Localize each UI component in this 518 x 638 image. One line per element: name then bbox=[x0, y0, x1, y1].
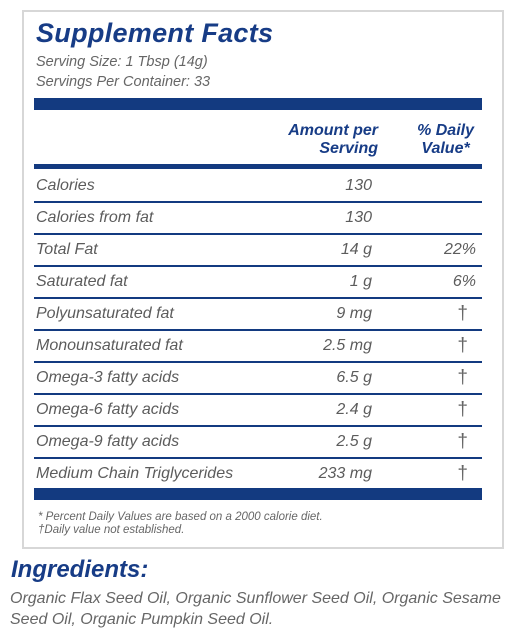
nutrient-amount: 130 bbox=[345, 177, 372, 194]
column-header-amount: Amount per Serving bbox=[288, 122, 378, 158]
row-divider bbox=[34, 201, 482, 203]
nutrient-daily-value: † bbox=[457, 399, 468, 420]
footnote-dagger: †Daily value not established. bbox=[38, 524, 185, 536]
nutrient-daily-value: † bbox=[457, 367, 468, 388]
nutrient-amount: 2.4 g bbox=[336, 401, 372, 418]
row-divider bbox=[34, 361, 482, 363]
ingredients-title: Ingredients: bbox=[11, 556, 149, 583]
nutrient-name: Calories bbox=[36, 177, 95, 194]
nutrient-amount: 2.5 g bbox=[336, 433, 372, 450]
nutrient-name: Omega-9 fatty acids bbox=[36, 433, 180, 450]
nutrient-amount: 1 g bbox=[349, 273, 372, 290]
nutrient-row: Total Fat 14 g 22% bbox=[34, 234, 482, 264]
nutrient-name: Omega-3 fatty acids bbox=[36, 369, 180, 386]
nutrient-row: Omega-3 fatty acids 6.5 g † bbox=[34, 362, 482, 392]
row-divider bbox=[34, 425, 482, 427]
column-header-dv-line2: Value* bbox=[421, 140, 470, 157]
nutrient-amount: 6.5 g bbox=[336, 369, 372, 386]
nutrient-name: Monounsaturated fat bbox=[36, 337, 183, 354]
column-header-daily-value: % Daily Value* bbox=[417, 122, 474, 158]
row-divider bbox=[34, 329, 482, 331]
ingredients-text: Organic Flax Seed Oil, Organic Sunflower… bbox=[10, 590, 501, 628]
nutrient-name: Saturated fat bbox=[36, 273, 128, 290]
row-divider bbox=[34, 393, 482, 395]
row-divider bbox=[34, 265, 482, 267]
nutrient-row: Saturated fat 1 g 6% bbox=[34, 266, 482, 296]
bottom-thick-rule bbox=[34, 488, 482, 500]
nutrient-amount: 2.5 mg bbox=[323, 337, 372, 354]
nutrient-amount: 9 mg bbox=[336, 305, 372, 322]
nutrient-row: Polyunsaturated fat 9 mg † bbox=[34, 298, 482, 328]
nutrient-row: Medium Chain Triglycerides 233 mg † bbox=[34, 458, 482, 488]
row-divider bbox=[34, 233, 482, 235]
nutrient-name: Omega-6 fatty acids bbox=[36, 401, 180, 418]
serving-size: Serving Size: 1 Tbsp (14g) bbox=[36, 54, 208, 70]
nutrient-daily-value: † bbox=[457, 303, 468, 324]
row-divider bbox=[34, 297, 482, 299]
nutrient-row: Calories 130 bbox=[34, 170, 482, 200]
nutrient-daily-value: 22% bbox=[443, 241, 476, 258]
nutrient-name: Polyunsaturated fat bbox=[36, 305, 174, 322]
nutrient-row: Omega-6 fatty acids 2.4 g † bbox=[34, 394, 482, 424]
header-rule bbox=[34, 164, 482, 169]
column-header-dv-line1: % Daily bbox=[417, 122, 474, 139]
nutrient-row: Omega-9 fatty acids 2.5 g † bbox=[34, 426, 482, 456]
footnote-percent-dv: * Percent Daily Values are based on a 20… bbox=[38, 511, 323, 523]
column-header-amount-line2: Serving bbox=[319, 140, 378, 157]
nutrient-daily-value: † bbox=[457, 463, 468, 484]
row-divider bbox=[34, 457, 482, 459]
nutrient-name: Total Fat bbox=[36, 241, 98, 258]
nutrient-name: Medium Chain Triglycerides bbox=[36, 465, 234, 482]
nutrient-row: Monounsaturated fat 2.5 mg † bbox=[34, 330, 482, 360]
nutrient-daily-value: 6% bbox=[452, 273, 476, 290]
nutrient-amount: 130 bbox=[345, 209, 372, 226]
servings-per-container: Servings Per Container: 33 bbox=[36, 74, 211, 90]
nutrient-row: Calories from fat 130 bbox=[34, 202, 482, 232]
nutrient-daily-value: † bbox=[457, 335, 468, 356]
column-header-amount-line1: Amount per bbox=[288, 122, 378, 139]
panel-title: Supplement Facts bbox=[36, 18, 274, 48]
top-thick-rule bbox=[34, 98, 482, 110]
nutrient-name: Calories from fat bbox=[36, 209, 154, 226]
supplement-facts-panel: Supplement Facts Serving Size: 1 Tbsp (1… bbox=[22, 10, 504, 549]
nutrient-amount: 233 mg bbox=[318, 465, 372, 482]
nutrient-daily-value: † bbox=[457, 431, 468, 452]
nutrient-amount: 14 g bbox=[340, 241, 372, 258]
